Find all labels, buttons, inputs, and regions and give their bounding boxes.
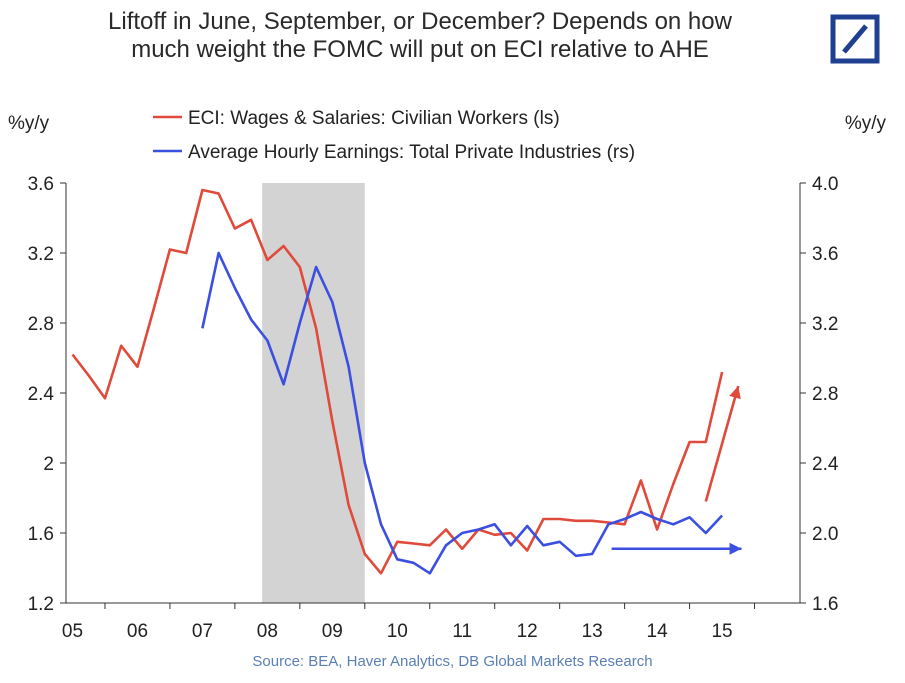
chart-title-line-1: Liftoff in June, September, or December?… (108, 8, 732, 35)
x-tick-label: 05 (62, 621, 83, 642)
legend: ECI: Wages & Salaries: Civilian Workers … (153, 108, 635, 163)
left-tick-label: 1.6 (28, 524, 54, 545)
left-axis-label: %y/y (8, 113, 50, 134)
x-tick-label: 10 (387, 621, 408, 642)
series-line-ahe (201, 251, 724, 575)
right-tick-label: 2.8 (812, 384, 838, 405)
series-lines (71, 188, 724, 575)
source-note: Source: BEA, Haver Analytics, DB Global … (252, 653, 653, 670)
x-tick-label: 06 (127, 621, 148, 642)
chart-title-line-2: much weight the FOMC will put on ECI rel… (131, 36, 709, 63)
series-line-eci (71, 188, 724, 575)
legend-label-ahe: Average Hourly Earnings: Total Private I… (188, 142, 635, 163)
annotation-arrow-head (729, 542, 742, 555)
right-tick-label: 4.0 (812, 174, 838, 195)
left-tick-label: 3.2 (28, 244, 54, 265)
right-tick-label: 2.0 (812, 524, 838, 545)
x-tick-label: 09 (322, 621, 343, 642)
right-tick-label: 3.6 (812, 244, 838, 265)
logo-slash (842, 24, 868, 54)
left-tick-label: 2 (43, 454, 54, 475)
x-tick-label: 11 (452, 621, 472, 642)
right-axis-label: %y/y (845, 113, 887, 134)
right-tick-label: 3.2 (812, 314, 838, 335)
legend-label-eci: ECI: Wages & Salaries: Civilian Workers … (188, 108, 560, 129)
x-tick-label: 13 (582, 621, 603, 642)
recession-shading (262, 183, 365, 603)
left-tick-label: 2.8 (28, 314, 54, 335)
left-tick-label: 2.4 (28, 384, 55, 405)
axes: 1.2 1.6 2 2.4 2.8 3.2 3.6 1.6 2.0 2.4 2.8 3.2 3.6 4.0… (8, 113, 886, 642)
x-tick-label: 08 (257, 621, 278, 642)
left-tick-label: 3.6 (28, 174, 54, 195)
chart-title: Liftoff in June, September, or December?… (40, 8, 800, 64)
left-tick-label: 1.2 (28, 594, 54, 615)
x-tick-label: 15 (711, 621, 732, 642)
annotations (611, 385, 742, 555)
right-tick-label: 1.6 (812, 594, 838, 615)
x-tick-label: 14 (647, 621, 669, 642)
x-tick-label: 07 (192, 621, 213, 642)
right-tick-label: 2.4 (812, 454, 839, 475)
annotation-arrow-line (704, 385, 740, 502)
recession-band (262, 183, 365, 603)
deutsche-bank-logo-icon (830, 14, 880, 64)
logo-frame (830, 14, 880, 64)
annotation-arrow-head (729, 386, 741, 400)
x-tick-label: 12 (517, 621, 538, 642)
